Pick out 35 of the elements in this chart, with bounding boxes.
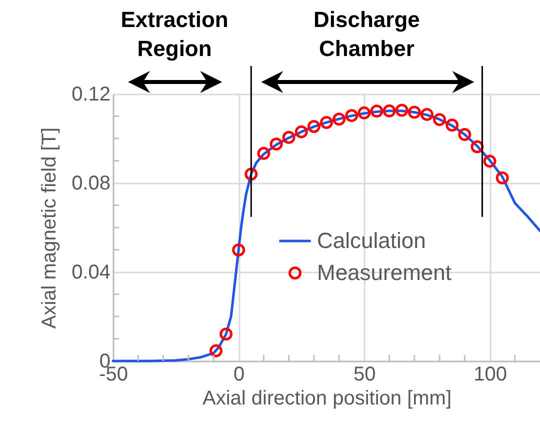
- point: [244, 168, 258, 181]
- point: [220, 328, 233, 341]
- point: [209, 344, 222, 358]
- x-tick-label: 100: [474, 364, 507, 386]
- point: [345, 109, 358, 122]
- point: [282, 130, 296, 144]
- legend-label: Calculation: [317, 228, 426, 253]
- text: Discharge Chamber: [313, 7, 420, 61]
- point: [332, 112, 346, 126]
- point: [257, 146, 270, 160]
- point: [320, 116, 333, 129]
- text: Extraction Region: [120, 7, 228, 61]
- x-axis-title: Axial direction position [mm]: [202, 388, 452, 410]
- y-axis-title: Axial magnetic field [T]: [38, 127, 61, 329]
- point: [420, 108, 434, 121]
- point: [358, 106, 371, 120]
- legend-label: Measurement: [317, 260, 452, 285]
- y-tick-label: 0.04: [72, 262, 110, 284]
- point: [395, 104, 408, 117]
- point: [408, 106, 421, 119]
- point: [496, 171, 509, 184]
- point: [483, 154, 496, 168]
- point: [232, 243, 246, 256]
- point: [382, 104, 396, 118]
- point: [446, 118, 459, 132]
- y-tick-label: 0.12: [72, 84, 110, 106]
- point: [458, 128, 472, 141]
- point: [433, 113, 446, 126]
- point: [307, 120, 320, 133]
- x-tick-label: 0: [234, 364, 245, 386]
- x-tick-label: 50: [354, 364, 376, 386]
- point: [370, 104, 384, 118]
- y-tick-label: 0.08: [72, 172, 110, 194]
- point: [270, 138, 283, 151]
- point: [294, 125, 308, 138]
